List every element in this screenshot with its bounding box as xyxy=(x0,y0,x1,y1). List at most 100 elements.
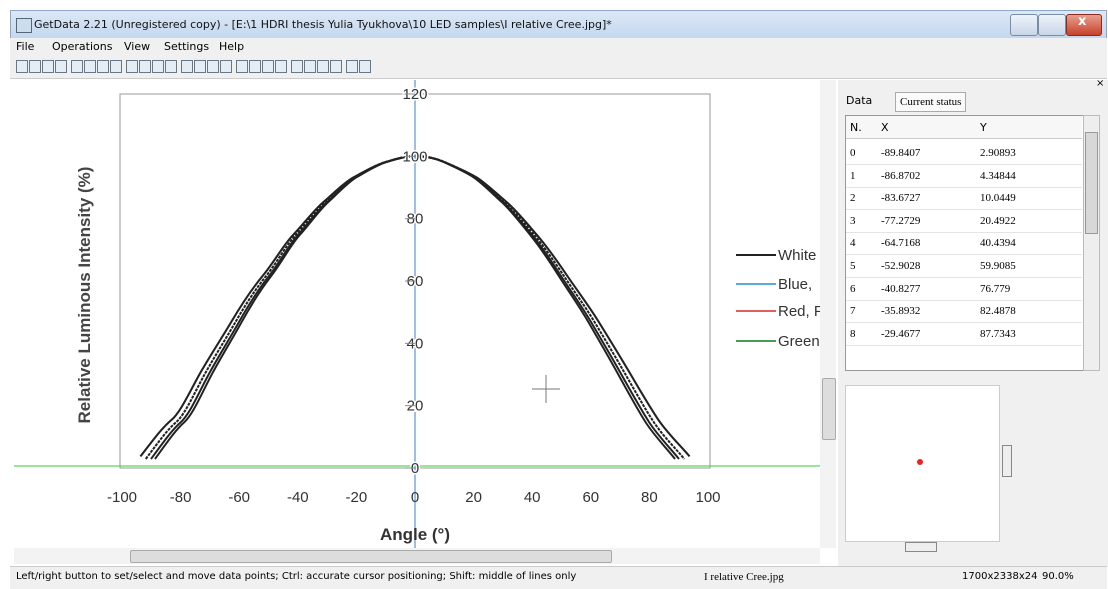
maximize-button[interactable] xyxy=(1038,14,1066,36)
cell: 5 xyxy=(850,260,856,272)
x-tick-label: 0 xyxy=(411,489,419,506)
table-row[interactable]: 2 -83.6727 10.0449 xyxy=(846,187,1082,211)
tool-icon[interactable] xyxy=(126,60,138,73)
h-scroll-thumb[interactable] xyxy=(130,550,612,563)
status-size: 1700x2338x24 xyxy=(962,571,1038,582)
tool-icon[interactable] xyxy=(291,60,303,73)
tool-icon[interactable] xyxy=(29,60,41,73)
cell: 7 xyxy=(850,305,856,318)
x-axis-label: Angle (°) xyxy=(380,525,450,544)
table-scroll-thumb[interactable] xyxy=(1085,132,1098,234)
table-row[interactable]: 3 -77.2729 20.4922 xyxy=(846,210,1082,233)
cell: 2 xyxy=(850,192,856,205)
v-scrollbar[interactable] xyxy=(820,80,836,548)
tool-icon[interactable] xyxy=(97,60,109,73)
tool-icon[interactable] xyxy=(207,60,219,73)
cell: 0 xyxy=(850,147,856,159)
tool-icon[interactable] xyxy=(262,60,274,73)
tab[interactable]: Current status xyxy=(895,92,967,112)
menu-bar xyxy=(10,38,1107,56)
tool-icon[interactable] xyxy=(194,60,206,73)
tab[interactable]: Data xyxy=(846,94,873,107)
x-tick-label: -40 xyxy=(287,489,309,506)
tool-icon[interactable] xyxy=(359,60,371,73)
table-row[interactable]: 0 -89.8407 2.90893 xyxy=(846,142,1082,165)
menu-item[interactable]: File xyxy=(16,40,35,53)
x-tick-label: -20 xyxy=(346,489,368,506)
cell: 82.4878 xyxy=(980,305,1016,318)
cell: 2.90893 xyxy=(980,147,1016,159)
menu-item[interactable]: Help xyxy=(219,40,245,53)
menu-item[interactable]: View xyxy=(124,40,151,53)
legend-label: White xyxy=(778,247,816,264)
tool-icon[interactable] xyxy=(84,60,96,73)
x-tick-label: -60 xyxy=(228,489,250,506)
table-row[interactable]: 7 -35.8932 82.4878 xyxy=(846,300,1082,324)
tool-icon[interactable] xyxy=(317,60,329,73)
tool-icon[interactable] xyxy=(152,60,164,73)
menu-item[interactable]: Settings xyxy=(164,40,210,53)
canvas xyxy=(14,80,820,548)
table-row[interactable]: 4 -64.7168 40.4394 xyxy=(846,232,1082,256)
window-title: GetData 2.21 (Unregistered copy) - [E:\1… xyxy=(34,18,612,31)
column-header: Y xyxy=(980,121,987,134)
cell: -86.8702 xyxy=(881,169,921,182)
cell: 10.0449 xyxy=(980,192,1016,205)
tool-icon[interactable] xyxy=(16,60,28,73)
tool-icon[interactable] xyxy=(249,60,261,73)
x-tick-label: 20 xyxy=(465,489,482,506)
minimize-button[interactable] xyxy=(1010,14,1038,36)
app-icon xyxy=(16,18,32,33)
v-scroll-thumb[interactable] xyxy=(822,378,836,440)
tool-icon[interactable] xyxy=(165,60,177,73)
status-hint: Left/right button to set/select and move… xyxy=(16,571,577,582)
magnifier-hscroll[interactable] xyxy=(905,542,937,552)
close-glyph: x xyxy=(1078,14,1087,29)
tool-icon[interactable] xyxy=(236,60,248,73)
cell: 59.9085 xyxy=(980,260,1016,272)
cell: -89.8407 xyxy=(881,147,921,159)
cell: 20.4922 xyxy=(980,214,1016,227)
tool-icon[interactable] xyxy=(304,60,316,73)
status-bar xyxy=(10,566,1107,589)
status-zoom: 90.0% xyxy=(1042,571,1074,582)
y-axis-label: Relative Luminous Intensity (%) xyxy=(75,167,94,424)
cell: -64.7168 xyxy=(881,237,921,250)
cell: 76.779 xyxy=(980,282,1011,295)
magnifier-panel xyxy=(845,385,1000,542)
tool-icon[interactable] xyxy=(71,60,83,73)
column-header: N. xyxy=(850,121,862,134)
menu-item[interactable]: Operations xyxy=(52,40,113,53)
tool-icon[interactable] xyxy=(55,60,67,73)
tool-icon[interactable] xyxy=(220,60,232,73)
table-row[interactable]: 8 -29.4677 87.7343 xyxy=(846,323,1082,346)
cell: 1 xyxy=(850,169,856,182)
cell: -83.6727 xyxy=(881,192,921,205)
cell: 40.4394 xyxy=(980,237,1016,250)
x-tick-label: 100 xyxy=(695,489,720,506)
cell: -52.9028 xyxy=(881,260,921,272)
cell: -35.8932 xyxy=(881,305,921,318)
cell: 6 xyxy=(850,282,856,295)
tool-icon[interactable] xyxy=(139,60,151,73)
cell: 87.7343 xyxy=(980,327,1016,340)
tool-icon[interactable] xyxy=(330,60,342,73)
x-tick-label: -80 xyxy=(170,489,192,506)
tool-icon[interactable] xyxy=(181,60,193,73)
x-tick-label: -100 xyxy=(107,489,137,506)
cell: 8 xyxy=(850,327,856,340)
tool-icon[interactable] xyxy=(42,60,54,73)
table-row[interactable]: 1 -86.8702 4.34844 xyxy=(846,165,1082,188)
close-button[interactable] xyxy=(1066,14,1102,36)
tool-icon[interactable] xyxy=(275,60,287,73)
table-header xyxy=(846,116,1082,139)
panel-close[interactable]: × xyxy=(1096,78,1105,89)
legend-label: Blue, xyxy=(778,276,812,293)
tool-icon[interactable] xyxy=(346,60,358,73)
magnifier-vscroll[interactable] xyxy=(1002,445,1012,477)
tool-icon[interactable] xyxy=(110,60,122,73)
table-row[interactable]: 6 -40.8277 76.779 xyxy=(846,278,1082,301)
table-row[interactable]: 5 -52.9028 59.9085 xyxy=(846,255,1082,278)
status-file: I relative Cree.jpg xyxy=(704,571,784,583)
